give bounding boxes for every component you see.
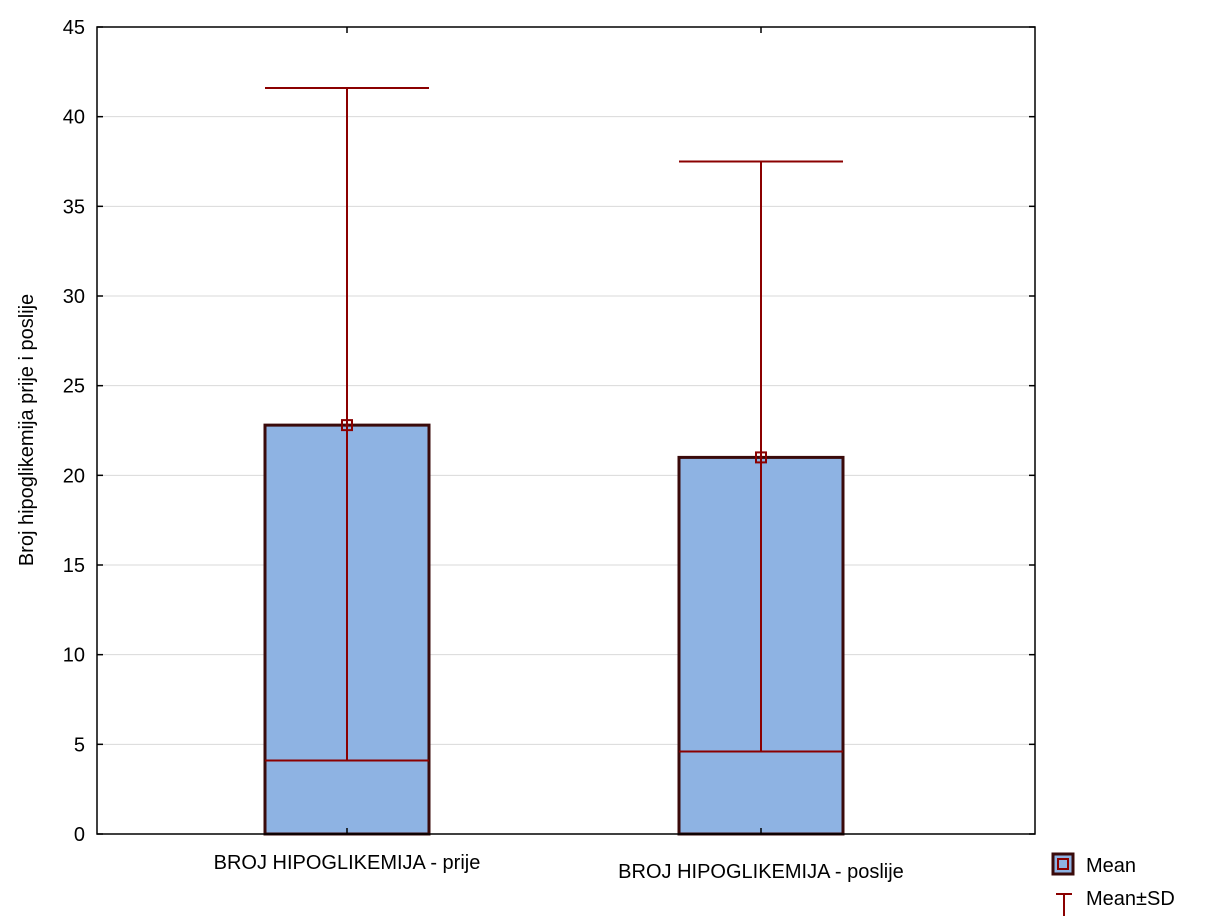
- legend-mean-swatch: [1051, 852, 1075, 876]
- mean-marker-dot: [345, 423, 349, 427]
- whiskers: [265, 86, 843, 762]
- grid-lines: [97, 116, 1035, 745]
- y-tick-label: 15: [63, 555, 85, 577]
- y-tick-label: 20: [63, 465, 85, 487]
- legend-mean-marker: [1057, 858, 1069, 870]
- x-axis-ticks: BROJ HIPOGLIKEMIJA - prije BROJ HIPOGLIKE…: [214, 27, 904, 883]
- x-category-label: BROJ HIPOGLIKEMIJA - prije: [214, 852, 481, 874]
- y-tick-label: 0: [74, 824, 85, 846]
- y-tick-label: 35: [63, 196, 85, 218]
- y-tick-label: 40: [63, 107, 85, 129]
- y-tick-label: 10: [63, 645, 85, 667]
- bars: [263, 423, 845, 836]
- y-tick-label: 45: [63, 17, 85, 39]
- mean-marker: [341, 419, 353, 432]
- plot-frame: [96, 26, 1036, 835]
- y-tick-label: 30: [63, 286, 85, 308]
- y-tick-label: 25: [63, 376, 85, 398]
- mean-marker: [755, 451, 767, 464]
- y-axis-ticks: 0 5 10 15 20 25 30 35 40 45: [63, 17, 1035, 846]
- mean-marker-dot: [759, 455, 763, 459]
- legend: Mean Mean±SD: [1051, 852, 1175, 916]
- legend-sd-label: Mean±SD: [1086, 888, 1175, 910]
- x-category-label: BROJ HIPOGLIKEMIJA - poslije: [618, 861, 904, 883]
- y-axis-title: Broj hipoglikemija prije i poslije: [16, 294, 38, 566]
- y-tick-label: 5: [74, 734, 85, 756]
- legend-mean-label: Mean: [1086, 855, 1136, 877]
